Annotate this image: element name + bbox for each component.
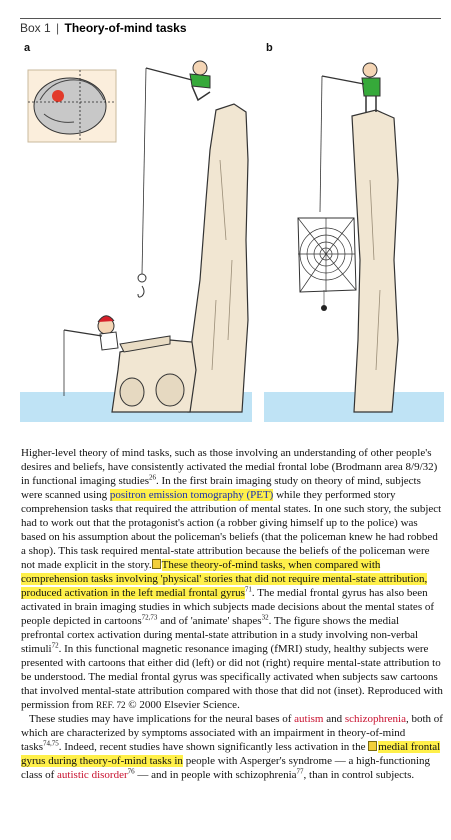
ref-link[interactable]: REF. 72: [96, 700, 126, 710]
tall-cliff: [187, 103, 249, 413]
panel-label-b: b: [266, 42, 273, 54]
autistic-disorder-link[interactable]: autistic disorder: [57, 769, 128, 781]
fisherman-top: [361, 77, 381, 97]
cartoon-panel-b: [264, 62, 444, 422]
ref-sup[interactable]: 71: [244, 585, 252, 594]
p1-text-5: and of 'animate' shapes: [157, 615, 262, 627]
ref-sup[interactable]: 74,75: [43, 739, 59, 748]
fisherman-top: [189, 73, 211, 89]
box-title: Theory-of-mind tasks: [64, 21, 187, 35]
ref-sup[interactable]: 77: [296, 767, 304, 776]
p2-text-1: These studies may have implications for …: [29, 713, 295, 725]
p1-text-2: . In the first brain imaging study on th…: [21, 475, 421, 501]
spider: [321, 305, 327, 311]
ref-sup[interactable]: 72,73: [141, 613, 158, 622]
body-text: Higher-level theory of mind tasks, such …: [21, 446, 443, 782]
p2-text-2: , both of which are characterized by sym…: [21, 713, 443, 753]
ref-sup[interactable]: 26: [149, 473, 157, 482]
note-icon[interactable]: [151, 559, 161, 569]
p2-text-4: people with Asperger's syndrome — a high…: [21, 755, 431, 781]
cartoon-panel-a: [20, 60, 252, 422]
pet-link[interactable]: positron emission tomography (PET): [109, 489, 274, 501]
p2-text-3: . Indeed, recent studies have shown sign…: [58, 741, 369, 753]
tall-cliff: [351, 109, 399, 413]
autism-link[interactable]: autism: [294, 713, 324, 725]
ref-sup[interactable]: 72: [51, 641, 59, 650]
p2-text-5: — and in people with schizophrenia: [134, 769, 297, 781]
panel-label-a: a: [24, 42, 31, 54]
p1-text-7: . In this functional magnetic resonance …: [21, 643, 443, 711]
box-header: Box 1 | Theory-of-mind tasks: [20, 18, 441, 37]
ref-sup[interactable]: 32: [261, 613, 269, 622]
p1-text-6: . The figure shows the medial prefrontal…: [21, 615, 419, 655]
box-separator: |: [56, 21, 60, 35]
spider-web: [297, 217, 357, 293]
paragraph-2: These studies may have implications for …: [21, 712, 443, 782]
p2-and: and: [323, 713, 345, 725]
box-number: Box 1: [20, 21, 51, 35]
p1-text-1: Higher-level theory of mind tasks, such …: [21, 447, 438, 487]
paragraph-1: Higher-level theory of mind tasks, such …: [21, 446, 443, 712]
p2-text-6: , than in control subjects.: [303, 769, 415, 781]
note-icon[interactable]: [368, 741, 378, 751]
p1-text-3: while they performed story comprehension…: [21, 489, 442, 571]
p1-text-4: . The medial frontal gyrus has also been…: [21, 587, 435, 627]
ref-sup[interactable]: 76: [127, 767, 135, 776]
schizophrenia-link[interactable]: schizophrenia: [344, 713, 406, 725]
p1-text-8: © 2000 Elsevier Science.: [125, 699, 240, 711]
